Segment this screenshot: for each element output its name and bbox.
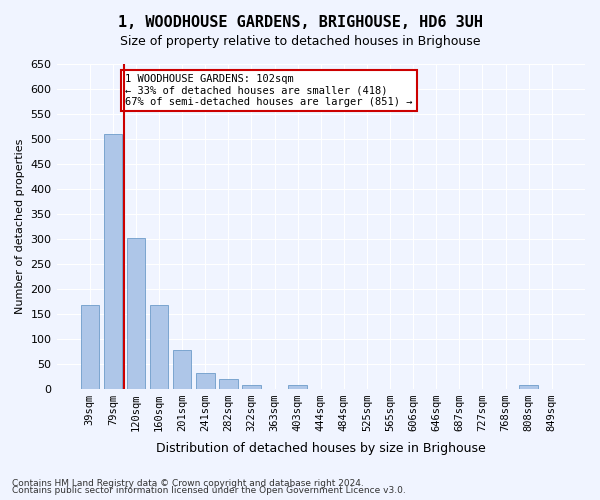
Text: Size of property relative to detached houses in Brighouse: Size of property relative to detached ho… — [120, 35, 480, 48]
Bar — [104, 134, 122, 388]
Text: 1 WOODHOUSE GARDENS: 102sqm
← 33% of detached houses are smaller (418)
67% of se: 1 WOODHOUSE GARDENS: 102sqm ← 33% of det… — [125, 74, 413, 107]
Text: Contains HM Land Registry data © Crown copyright and database right 2024.: Contains HM Land Registry data © Crown c… — [12, 478, 364, 488]
Bar — [173, 350, 191, 389]
X-axis label: Distribution of detached houses by size in Brighouse: Distribution of detached houses by size … — [156, 442, 485, 455]
Bar — [196, 373, 215, 388]
Bar — [80, 304, 99, 388]
Text: Contains public sector information licensed under the Open Government Licence v3: Contains public sector information licen… — [12, 486, 406, 495]
Text: 1, WOODHOUSE GARDENS, BRIGHOUSE, HD6 3UH: 1, WOODHOUSE GARDENS, BRIGHOUSE, HD6 3UH — [118, 15, 482, 30]
Bar — [242, 384, 261, 388]
Bar — [150, 304, 169, 388]
Bar — [127, 238, 145, 388]
Bar — [520, 384, 538, 388]
Bar — [289, 384, 307, 388]
Bar — [219, 378, 238, 388]
Y-axis label: Number of detached properties: Number of detached properties — [15, 138, 25, 314]
